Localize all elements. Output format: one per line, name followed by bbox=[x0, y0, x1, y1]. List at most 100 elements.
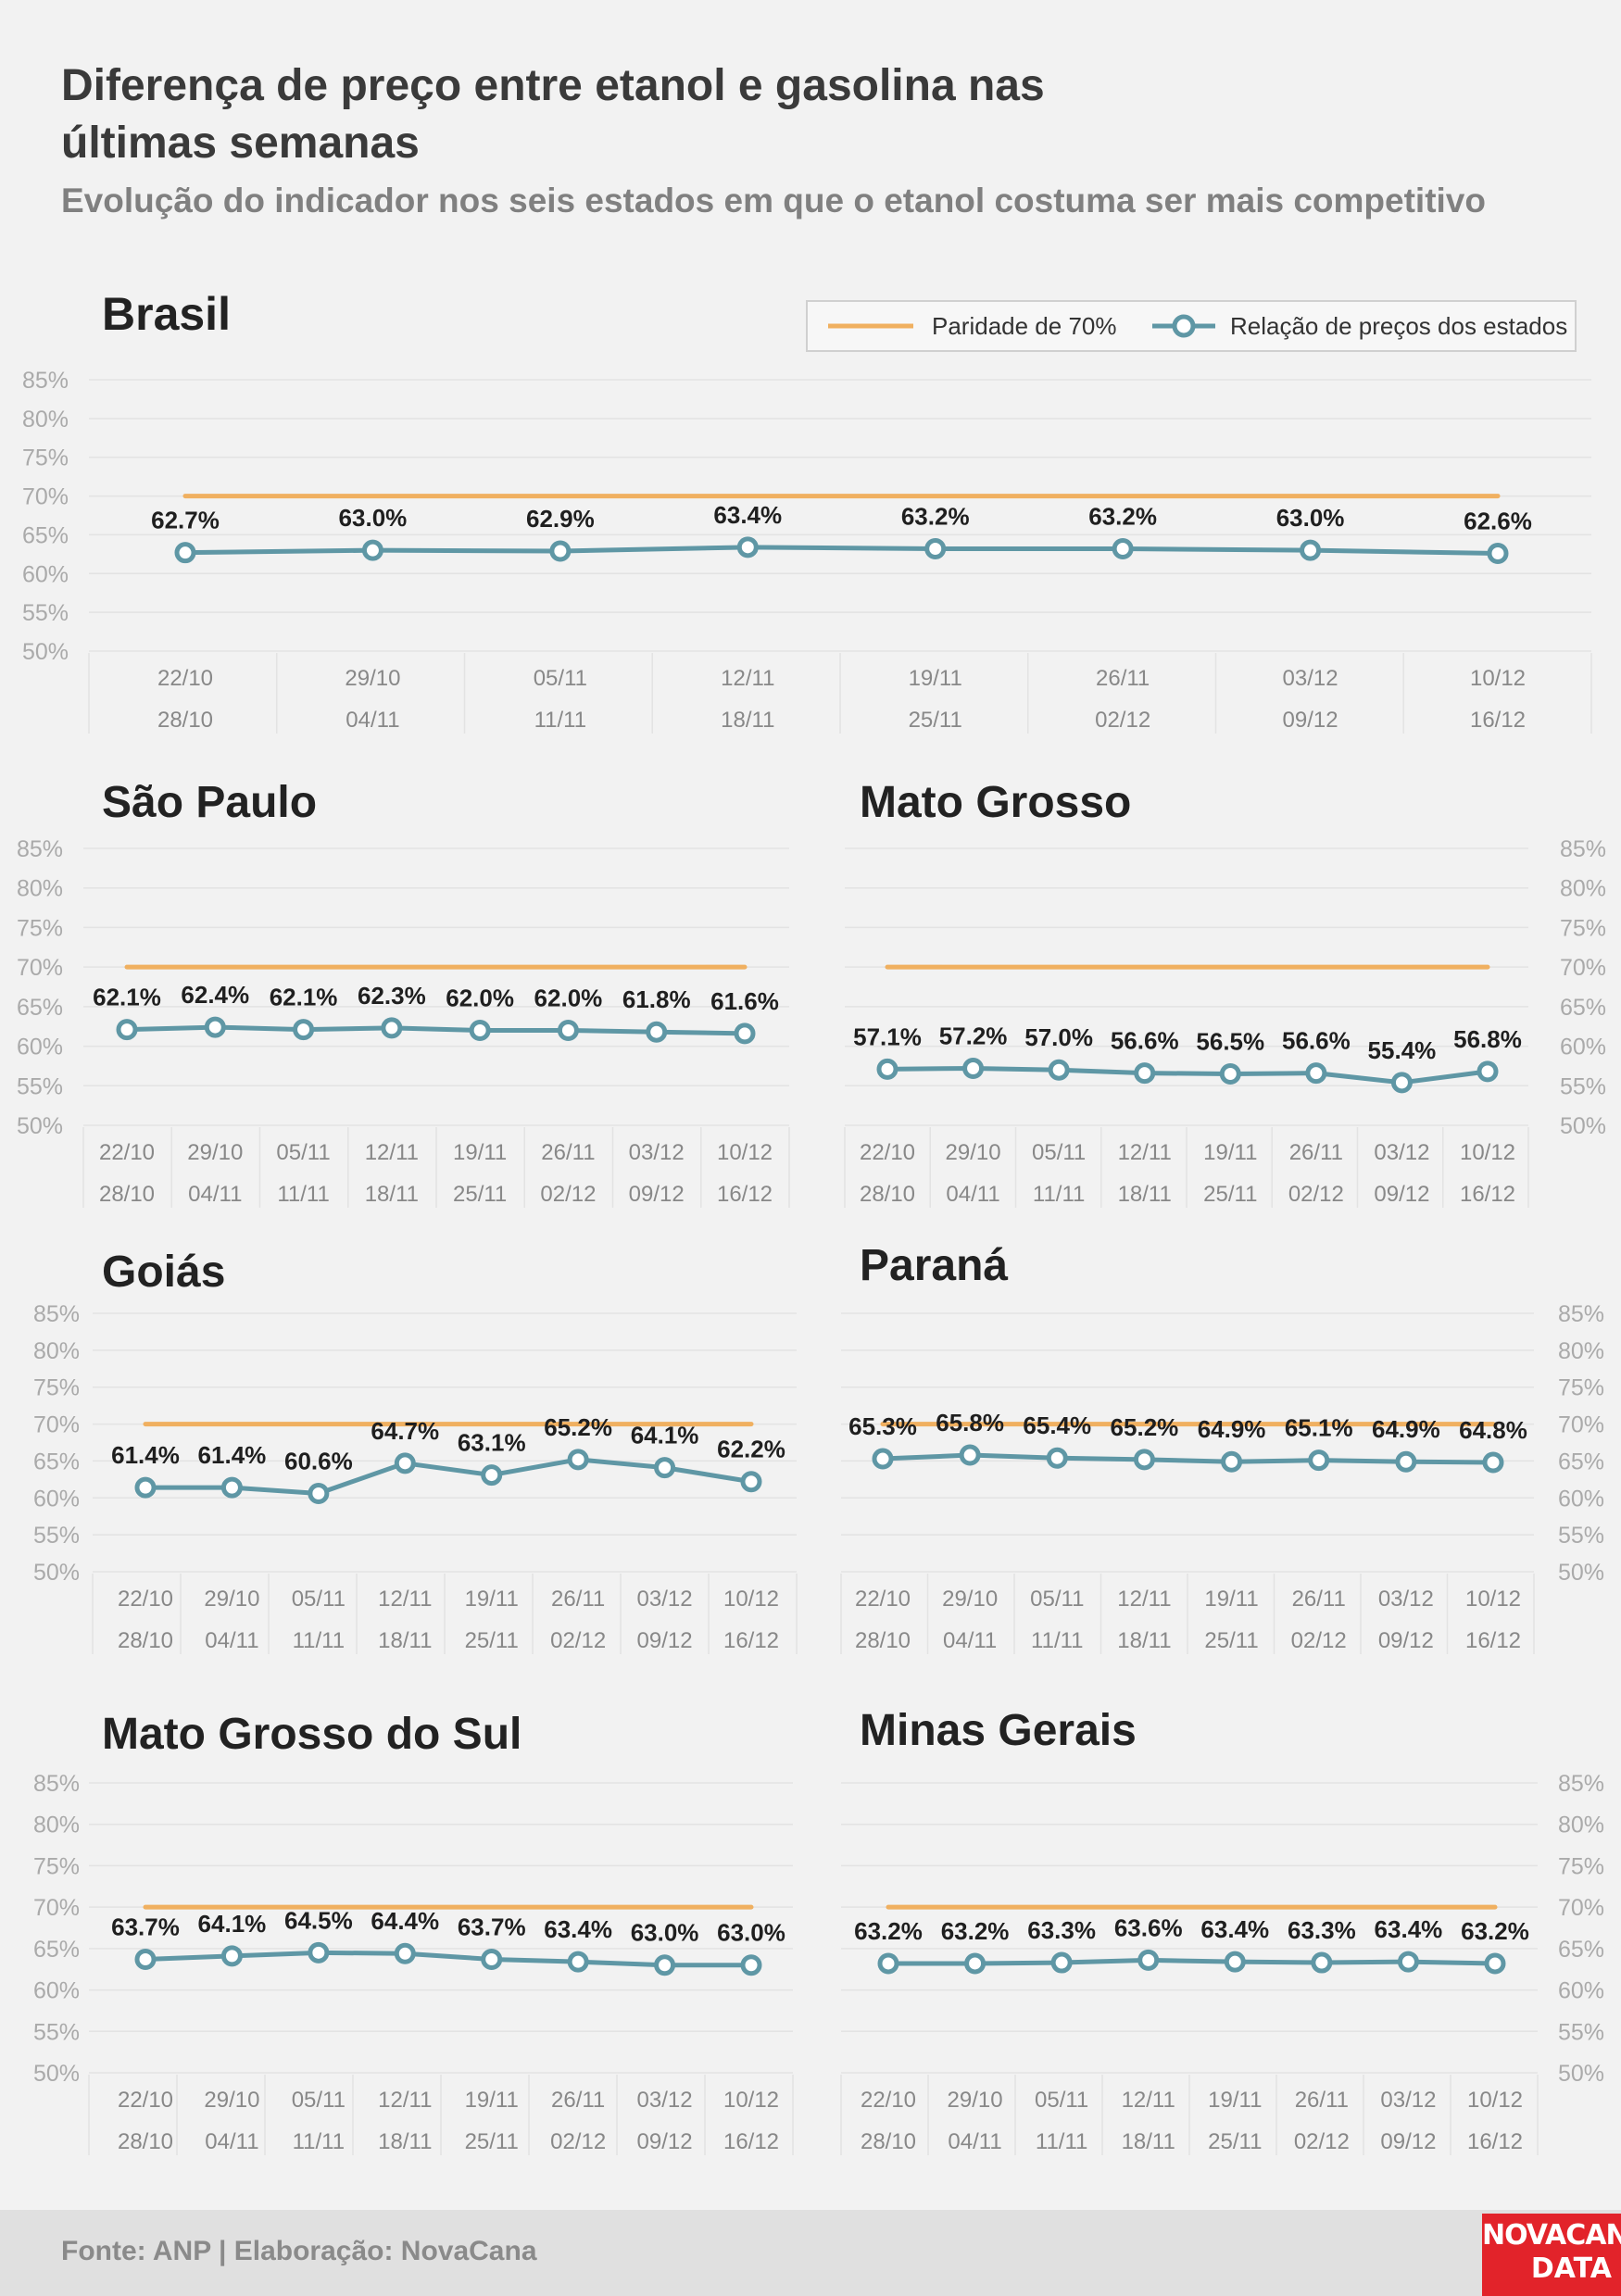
x-tick-label-start: 19/11 bbox=[465, 1587, 519, 1612]
y-tick-label: 75% bbox=[1560, 915, 1606, 941]
x-tick-label-end: 18/11 bbox=[378, 2129, 432, 2154]
page-subtitle: Evolução do indicador nos seis estados e… bbox=[61, 182, 1486, 220]
data-point bbox=[1487, 543, 1509, 565]
data-label: 55.4% bbox=[1368, 1036, 1437, 1064]
x-tick-label-end: 25/11 bbox=[1204, 1628, 1258, 1653]
y-tick-label: 65% bbox=[1560, 995, 1606, 1021]
y-tick-label: 75% bbox=[1558, 1853, 1604, 1879]
x-tick-label-start: 19/11 bbox=[909, 666, 962, 691]
x-tick-label-end: 02/12 bbox=[540, 1182, 596, 1207]
data-point bbox=[1219, 1062, 1241, 1085]
x-tick-label-start: 05/11 bbox=[1035, 2088, 1088, 2113]
x-tick-label-end: 18/11 bbox=[378, 1628, 432, 1653]
data-label: 62.4% bbox=[181, 981, 249, 1009]
series-line bbox=[886, 1065, 1489, 1085]
x-tick-label-start: 03/12 bbox=[637, 1587, 693, 1612]
data-point bbox=[567, 1449, 589, 1471]
data-label: 62.3% bbox=[358, 982, 426, 1010]
x-tick-label-end: 09/12 bbox=[1283, 708, 1338, 733]
data-point bbox=[1050, 1951, 1073, 1974]
data-point bbox=[481, 1948, 503, 1970]
data-label: 63.2% bbox=[941, 1917, 1010, 1945]
source-note: Fonte: ANP | Elaboração: NovaCana bbox=[61, 2236, 537, 2266]
x-tick-label-end: 28/10 bbox=[855, 1628, 911, 1653]
series-line bbox=[145, 1950, 751, 1968]
data-label: 62.7% bbox=[151, 507, 220, 534]
y-tick-label: 65% bbox=[1558, 1449, 1604, 1474]
data-point bbox=[220, 1945, 243, 1967]
x-tick-label-start: 22/10 bbox=[99, 1140, 155, 1165]
data-point bbox=[734, 1023, 756, 1045]
x-tick-label-start: 19/11 bbox=[453, 1140, 507, 1165]
data-point bbox=[394, 1452, 416, 1474]
y-tick-label: 70% bbox=[1560, 955, 1606, 981]
y-tick-label: 60% bbox=[1558, 1486, 1604, 1512]
data-point bbox=[1476, 1060, 1499, 1083]
data-point bbox=[877, 1952, 899, 1975]
y-tick-label: 65% bbox=[17, 995, 63, 1021]
data-label: 63.1% bbox=[458, 1429, 526, 1457]
x-tick-label-end: 18/11 bbox=[1122, 2129, 1175, 2154]
data-point bbox=[924, 537, 947, 559]
x-tick-label-start: 19/11 bbox=[1208, 2088, 1262, 2113]
y-tick-label: 50% bbox=[1558, 2061, 1604, 2087]
data-point bbox=[1134, 1062, 1156, 1085]
data-label: 64.8% bbox=[1459, 1416, 1527, 1444]
x-tick-label-start: 29/10 bbox=[942, 1587, 998, 1612]
x-tick-label-end: 09/12 bbox=[637, 2129, 693, 2154]
y-tick-label: 65% bbox=[33, 1449, 80, 1474]
x-tick-label-start: 26/11 bbox=[1096, 666, 1150, 691]
x-tick-label-start: 22/10 bbox=[860, 1140, 915, 1165]
chart-title: Mato Grosso do Sul bbox=[102, 1710, 521, 1759]
data-label: 57.1% bbox=[853, 1023, 922, 1050]
data-label: 65.1% bbox=[1285, 1414, 1353, 1442]
x-tick-label-end: 02/12 bbox=[550, 1628, 606, 1653]
x-tick-label-end: 18/11 bbox=[365, 1182, 419, 1207]
x-tick-label-end: 11/11 bbox=[534, 708, 587, 733]
y-tick-label: 70% bbox=[22, 484, 69, 510]
data-label: 63.0% bbox=[339, 504, 408, 532]
data-point bbox=[293, 1019, 315, 1041]
x-tick-label-end: 28/10 bbox=[118, 2129, 173, 2154]
x-tick-label-start: 22/10 bbox=[157, 666, 213, 691]
y-tick-label: 55% bbox=[22, 600, 69, 626]
x-tick-label-start: 29/10 bbox=[204, 2088, 259, 2113]
y-tick-label: 60% bbox=[1560, 1035, 1606, 1060]
x-tick-label-end: 04/11 bbox=[188, 1182, 242, 1207]
x-tick-label-end: 16/12 bbox=[1460, 1182, 1515, 1207]
x-tick-label-start: 29/10 bbox=[204, 1587, 259, 1612]
data-point bbox=[1305, 1062, 1327, 1085]
x-tick-label-end: 04/11 bbox=[948, 2129, 1001, 2154]
data-label: 63.2% bbox=[1088, 502, 1157, 530]
data-point bbox=[361, 539, 383, 561]
data-point bbox=[1300, 539, 1322, 561]
data-label: 62.1% bbox=[270, 984, 338, 1011]
x-tick-label-end: 11/11 bbox=[293, 2129, 346, 2154]
data-point bbox=[654, 1457, 676, 1479]
x-tick-label-start: 12/11 bbox=[721, 666, 774, 691]
data-label: 65.4% bbox=[1023, 1411, 1091, 1439]
series-line bbox=[145, 1457, 752, 1497]
x-tick-label-end: 25/11 bbox=[453, 1182, 507, 1207]
x-tick-label-end: 09/12 bbox=[637, 1628, 693, 1653]
x-tick-label-start: 03/12 bbox=[1378, 1587, 1434, 1612]
data-label: 57.0% bbox=[1024, 1023, 1093, 1051]
x-tick-label-start: 29/10 bbox=[345, 666, 400, 691]
x-tick-label-start: 05/11 bbox=[534, 666, 587, 691]
data-point bbox=[116, 1019, 138, 1041]
x-tick-label-start: 05/11 bbox=[276, 1140, 330, 1165]
x-tick-label-end: 25/11 bbox=[1203, 1182, 1257, 1207]
y-tick-label: 80% bbox=[1560, 876, 1606, 902]
x-tick-label-end: 11/11 bbox=[293, 1628, 346, 1653]
y-tick-label: 85% bbox=[17, 836, 63, 862]
data-point bbox=[1221, 1450, 1243, 1473]
data-label: 63.2% bbox=[901, 502, 970, 530]
y-tick-label: 70% bbox=[1558, 1412, 1604, 1438]
data-point bbox=[567, 1951, 589, 1973]
x-tick-label-start: 05/11 bbox=[292, 2088, 346, 2113]
data-point bbox=[740, 1954, 762, 1976]
y-tick-label: 80% bbox=[33, 1813, 80, 1838]
y-tick-label: 85% bbox=[1560, 836, 1606, 862]
x-tick-label-end: 16/12 bbox=[723, 1628, 779, 1653]
